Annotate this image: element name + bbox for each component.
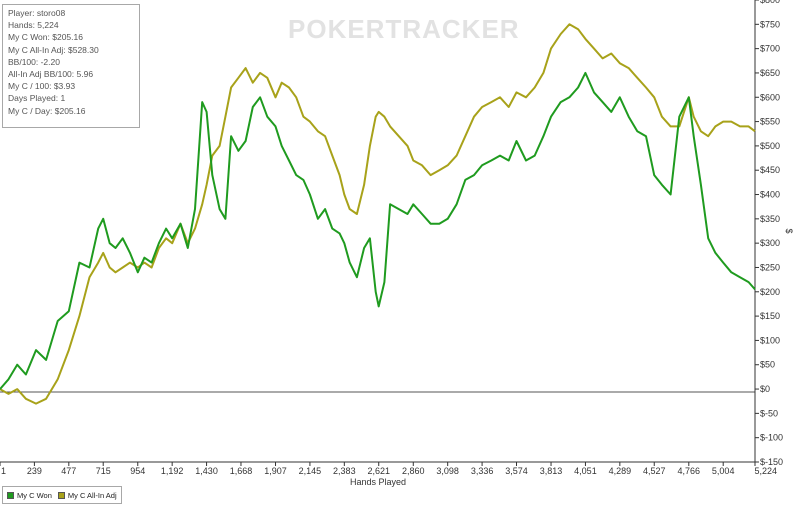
y-tick-label: $-150: [760, 457, 783, 467]
y-tick-label: $800: [760, 0, 780, 5]
chart-legend: My C Won My C All-In Adj: [2, 486, 122, 504]
legend-swatch-allin-adj: [57, 491, 65, 499]
player-stats-panel: Player: storo08 Hands: 5,224 My C Won: $…: [2, 4, 140, 128]
x-tick-label: 5,224: [754, 466, 777, 476]
y-tick-label: $500: [760, 141, 780, 151]
y-tick-label: $300: [760, 238, 780, 248]
y-tick-label: $700: [760, 44, 780, 54]
pokertracker-watermark: POKERTRACKER: [288, 14, 520, 44]
stat-player: Player: storo08: [8, 8, 66, 18]
y-tick-label: $50: [760, 360, 775, 370]
stat-hands: Hands: 5,224: [8, 20, 59, 31]
y-tick-label: $650: [760, 68, 780, 78]
x-axis-ticks: 1 239 477 715 954 1,192 1,430 1,668 1,907 2,145 2,…: [0, 462, 777, 476]
y-tick-label: $-100: [760, 433, 783, 443]
stat-allin-adj-bb-per-100: All-In Adj BB/100: 5.96: [8, 69, 94, 80]
x-tick-label: 2,860: [402, 466, 425, 476]
y-axis-title: $: [784, 228, 794, 233]
x-tick-label: 477: [61, 466, 76, 476]
y-tick-label: $600: [760, 92, 780, 102]
y-tick-label: $-50: [760, 408, 778, 418]
y-tick-label: $200: [760, 287, 780, 297]
stat-days-played: Days Played: 1: [8, 93, 66, 104]
x-tick-label: 4,051: [574, 466, 597, 476]
x-tick-label: 1,192: [161, 466, 184, 476]
x-tick-label: 1,907: [264, 466, 287, 476]
stat-allin-adj: My C All-In Adj: $528.30: [8, 44, 99, 55]
legend-label-won: My C Won: [17, 490, 52, 500]
x-tick-label: 715: [96, 466, 111, 476]
y-tick-label: $400: [760, 190, 780, 200]
x-tick-label: 954: [130, 466, 145, 476]
x-tick-label: 3,574: [505, 466, 528, 476]
y-tick-label: $100: [760, 335, 780, 345]
stat-bb-per-100: BB/100: -2.20: [8, 56, 60, 67]
stat-won-per-day: My C / Day: $205.16: [8, 105, 86, 116]
y-tick-label: $450: [760, 165, 780, 175]
x-tick-label: 3,336: [471, 466, 494, 476]
x-tick-label: 3,813: [540, 466, 563, 476]
x-tick-label: 1,668: [230, 466, 253, 476]
y-tick-label: $350: [760, 214, 780, 224]
x-tick-label: 3,098: [436, 466, 459, 476]
legend-item-won[interactable]: My C Won: [7, 491, 52, 500]
y-tick-label: $250: [760, 262, 780, 272]
y-axis-ticks: $-150 $-100 $-50 $0 $50 $100 $150 $200 $250 $300 $…: [755, 0, 783, 467]
legend-item-allin-adj[interactable]: My C All-In Adj: [57, 490, 117, 500]
series-line-my-c-won: [0, 71, 756, 390]
x-tick-label: 1: [1, 466, 6, 476]
legend-label-allin-adj: My C All-In Adj: [67, 490, 117, 500]
legend-swatch-won: [7, 491, 14, 499]
x-tick-label: 2,621: [367, 466, 390, 476]
x-tick-label: 239: [27, 466, 42, 476]
x-tick-label: 1,430: [195, 466, 218, 476]
x-tick-label: 4,289: [609, 466, 632, 476]
y-tick-label: $750: [760, 19, 780, 29]
x-tick-label: 5,004: [712, 466, 735, 476]
x-axis-title: Hands Played: [350, 477, 406, 487]
series-lines: [0, 23, 756, 405]
x-tick-label: 4,527: [643, 466, 666, 476]
y-tick-label: $550: [760, 117, 780, 127]
stat-won-per-100: My C / 100: $3.93: [8, 81, 76, 92]
x-tick-label: 2,383: [333, 466, 356, 476]
x-tick-label: 4,766: [678, 466, 701, 476]
y-tick-label: $150: [760, 311, 780, 321]
x-tick-label: 2,145: [299, 466, 322, 476]
stat-won: My C Won: $205.16: [8, 32, 83, 43]
y-tick-label: $0: [760, 384, 770, 394]
